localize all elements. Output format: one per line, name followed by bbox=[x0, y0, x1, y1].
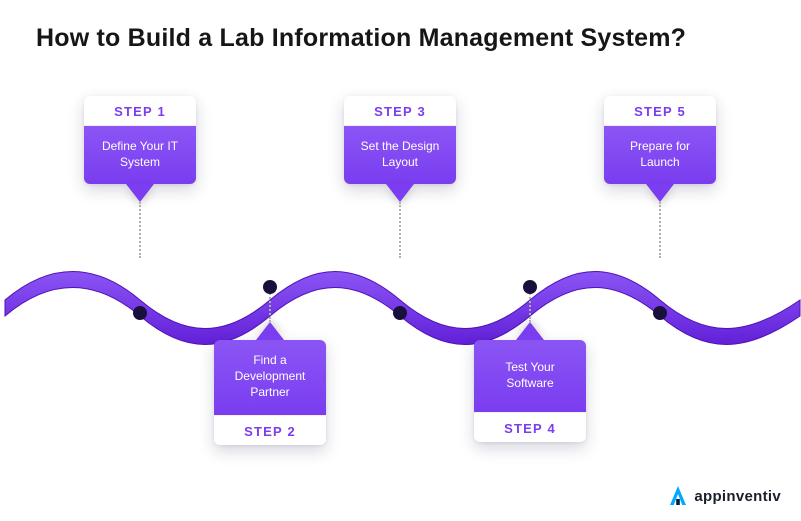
logo-text: appinventiv bbox=[694, 488, 781, 505]
step-5-label: STEP 5 bbox=[604, 96, 716, 126]
wave-ribbon bbox=[0, 0, 801, 521]
step-5-dot bbox=[653, 306, 667, 320]
step-5-pointer bbox=[646, 184, 674, 202]
step-4-pointer bbox=[516, 322, 544, 340]
step-4-label: STEP 4 bbox=[474, 412, 586, 442]
step-2-card: Find a Development Partner STEP 2 bbox=[214, 340, 326, 445]
step-5-text: Prepare for Launch bbox=[604, 126, 716, 184]
logo-glyph-icon bbox=[668, 485, 688, 507]
step-3-dotline bbox=[399, 202, 401, 258]
step-5-card: STEP 5 Prepare for Launch bbox=[604, 96, 716, 184]
step-3-label: STEP 3 bbox=[344, 96, 456, 126]
step-3-dot bbox=[393, 306, 407, 320]
step-1-card: STEP 1 Define Your IT System bbox=[84, 96, 196, 184]
step-4-dot bbox=[523, 280, 537, 294]
step-1-text: Define Your IT System bbox=[84, 126, 196, 184]
step-3-card: STEP 3 Set the Design Layout bbox=[344, 96, 456, 184]
step-1-dot bbox=[133, 306, 147, 320]
step-5-dotline bbox=[659, 202, 661, 258]
step-2-pointer bbox=[256, 322, 284, 340]
step-2-dot bbox=[263, 280, 277, 294]
step-1-label: STEP 1 bbox=[84, 96, 196, 126]
step-3-pointer bbox=[386, 184, 414, 202]
step-2-label: STEP 2 bbox=[214, 415, 326, 445]
step-1-dotline bbox=[139, 202, 141, 258]
step-2-text: Find a Development Partner bbox=[214, 340, 326, 415]
brand-logo: appinventiv bbox=[668, 485, 781, 507]
step-4-text: Test Your Software bbox=[474, 340, 586, 412]
step-1-pointer bbox=[126, 184, 154, 202]
step-3-text: Set the Design Layout bbox=[344, 126, 456, 184]
step-4-card: Test Your Software STEP 4 bbox=[474, 340, 586, 442]
page-title: How to Build a Lab Information Managemen… bbox=[36, 24, 686, 53]
